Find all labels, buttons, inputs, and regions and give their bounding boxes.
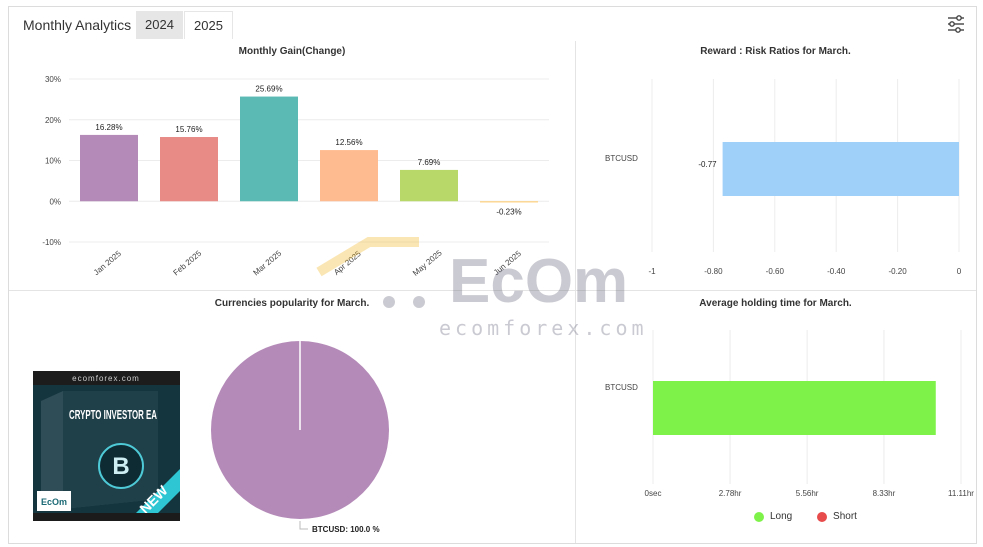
legend-label-short: Short: [833, 511, 857, 522]
reward-xtick-label: -0.60: [766, 267, 785, 276]
holding-bar-long: [653, 381, 936, 435]
gain-bar: [480, 201, 538, 203]
gain-value-label: -0.23%: [496, 207, 521, 216]
holding-legend: Long Short: [754, 511, 879, 525]
legend-dot-long: [754, 511, 764, 522]
holding-xtick-label: 2.78hr: [719, 489, 742, 498]
reward-value-label: -0.77: [698, 160, 717, 169]
gain-chart: 30% 20% 10% 0% -10% 16.28% Jan 2025 15.76% Feb 2…: [42, 75, 549, 278]
gain-value-label: 25.69%: [255, 85, 282, 94]
sliders-icon[interactable]: [946, 14, 966, 34]
holding-xtick-label: 8.33hr: [873, 489, 896, 498]
gain-value-label: 12.56%: [335, 138, 362, 147]
gain-bar: [80, 134, 138, 202]
reward-chart: -1 -0.80 -0.60 -0.40 -0.20 0 BTCUSD -0.77: [605, 79, 962, 276]
currency-pie-chart: BTCUSD: 100.0 %: [211, 341, 389, 534]
gain-category-label: Apr 2025: [332, 249, 363, 277]
legend-item-long[interactable]: Long: [754, 511, 792, 522]
tab-2024[interactable]: 2024: [136, 11, 183, 39]
reward-xtick-label: -1: [648, 267, 656, 276]
gain-value-label: 15.76%: [175, 125, 202, 134]
holding-xtick-label: 5.56hr: [796, 489, 819, 498]
gain-bar: [160, 137, 218, 202]
gain-category-label: Jun 2025: [492, 249, 523, 277]
gain-chart-title: Monthly Gain(Change): [238, 46, 346, 57]
legend-label-long: Long: [770, 511, 793, 522]
gain-bar: [400, 169, 458, 202]
reward-xtick-label: 0: [957, 267, 962, 276]
ad-product: CRYPTO INVESTOR EA: [69, 407, 157, 422]
legend-dot-short: [817, 511, 828, 522]
gain-category-label: May 2025: [411, 248, 444, 278]
holding-chart-title: Average holding time for March.: [699, 298, 852, 309]
gain-bar: [320, 150, 378, 202]
ad-logo: EcOm: [41, 497, 67, 507]
ad-artwork: ecomforex.com CRYPTO INVESTOR EA B NEW E…: [33, 371, 180, 521]
holding-xtick-label: 0sec: [645, 489, 662, 498]
tab-2025[interactable]: 2025: [184, 11, 233, 39]
reward-xtick-label: -0.40: [827, 267, 846, 276]
panel-divider-vertical: [575, 41, 576, 543]
reward-chart-title: Reward : Risk Ratios for March.: [700, 46, 851, 57]
holding-category-label: BTCUSD: [605, 383, 638, 392]
analytics-widget: Monthly Analytics 2024 2025 Monthly Gain…: [8, 6, 977, 544]
currency-chart-title: Currencies popularity for March.: [214, 298, 370, 309]
pie-label-leader: [299, 521, 308, 530]
gain-value-label: 16.28%: [95, 123, 122, 132]
gain-ytick-label: 0%: [49, 197, 61, 206]
gain-category-label: Mar 2025: [252, 248, 284, 277]
reward-xtick-label: -0.20: [888, 267, 907, 276]
reward-category-label: BTCUSD: [605, 154, 638, 163]
gain-category-label: Feb 2025: [172, 248, 204, 277]
gain-ytick-label: -10%: [42, 238, 61, 247]
gain-ytick-label: 30%: [45, 75, 61, 84]
header: Monthly Analytics 2024 2025: [9, 7, 976, 41]
panel-divider-horizontal: [9, 290, 976, 291]
app-title: Monthly Analytics: [23, 17, 132, 33]
bitcoin-icon: B: [112, 453, 129, 480]
holding-chart: 0sec 2.78hr 5.56hr 8.33hr 11.11hr BTCUSD: [605, 330, 974, 498]
gain-ytick-label: 10%: [45, 157, 61, 166]
gain-category-label: Jan 2025: [92, 249, 123, 277]
gain-ytick-label: 20%: [45, 116, 61, 125]
gain-value-label: 7.69%: [418, 158, 441, 167]
reward-bar: [722, 142, 959, 196]
holding-xtick-label: 11.11hr: [948, 489, 974, 498]
legend-item-short[interactable]: Short: [817, 511, 857, 522]
reward-xtick-label: -0.80: [704, 267, 723, 276]
crypto-investor-ad[interactable]: ecomforex.com CRYPTO INVESTOR EA B NEW E…: [33, 371, 180, 521]
pie-slice-label: BTCUSD: 100.0 %: [312, 525, 380, 534]
gain-bar: [240, 96, 298, 202]
ad-brand: ecomforex.com: [72, 374, 140, 383]
